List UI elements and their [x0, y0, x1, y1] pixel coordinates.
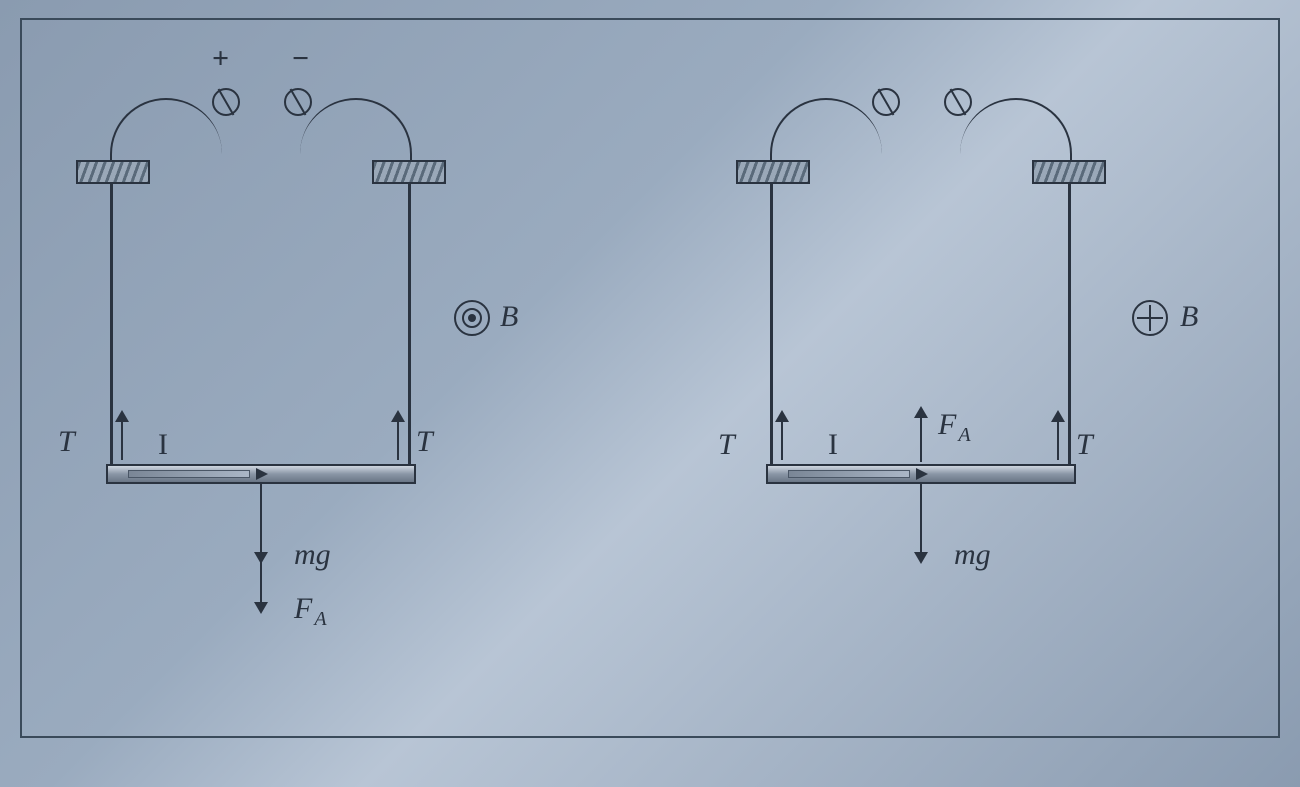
terminal-right: [284, 88, 312, 116]
current-label: I: [158, 428, 168, 462]
current-label: I: [828, 428, 838, 462]
force-subscript: A: [314, 608, 326, 630]
tension-label-left: T: [718, 428, 735, 462]
polarity-minus: −: [292, 42, 309, 76]
terminal-left: [872, 88, 900, 116]
force-symbol: F: [294, 592, 312, 625]
support-right: [1032, 160, 1106, 184]
tension-label-left: T: [58, 425, 75, 459]
polarity-plus: +: [212, 42, 229, 76]
hanging-wire-left: [770, 184, 773, 464]
terminal-left: [212, 88, 240, 116]
tension-arrow-right: [1057, 420, 1059, 460]
support-left: [76, 160, 150, 184]
weight-label: mg: [954, 538, 991, 572]
weight-label: mg: [294, 538, 331, 572]
current-direction-arrow: [256, 468, 268, 480]
ampere-force-arrow: [260, 484, 262, 604]
tension-arrow-left: [121, 420, 123, 460]
b-field-symbol-into: [1132, 300, 1168, 336]
ampere-force-arrow: [920, 416, 922, 462]
b-field-label: B: [1180, 300, 1198, 334]
hanging-wire-right: [408, 184, 411, 464]
force-symbol: F: [938, 408, 956, 441]
tension-label-right: T: [1076, 428, 1093, 462]
support-right: [372, 160, 446, 184]
tension-label-right: T: [416, 425, 433, 459]
ampere-force-label: FA: [294, 592, 327, 631]
figure-frame: + − T T I mg FA B: [20, 18, 1280, 738]
diagram-left: + − T T I mg FA B: [62, 50, 582, 650]
tension-arrow-right: [397, 420, 399, 460]
diagram-right: T T I FA mg B: [702, 50, 1222, 650]
b-field-symbol-out: [454, 300, 490, 336]
support-left: [736, 160, 810, 184]
terminal-right: [944, 88, 972, 116]
current-direction-arrow: [916, 468, 928, 480]
hanging-wire-left: [110, 184, 113, 464]
ampere-force-label: FA: [938, 408, 971, 447]
tension-arrow-left: [781, 420, 783, 460]
hanging-wire-right: [1068, 184, 1071, 464]
force-subscript: A: [958, 424, 970, 446]
weight-arrow: [920, 484, 922, 554]
b-field-label: B: [500, 300, 518, 334]
